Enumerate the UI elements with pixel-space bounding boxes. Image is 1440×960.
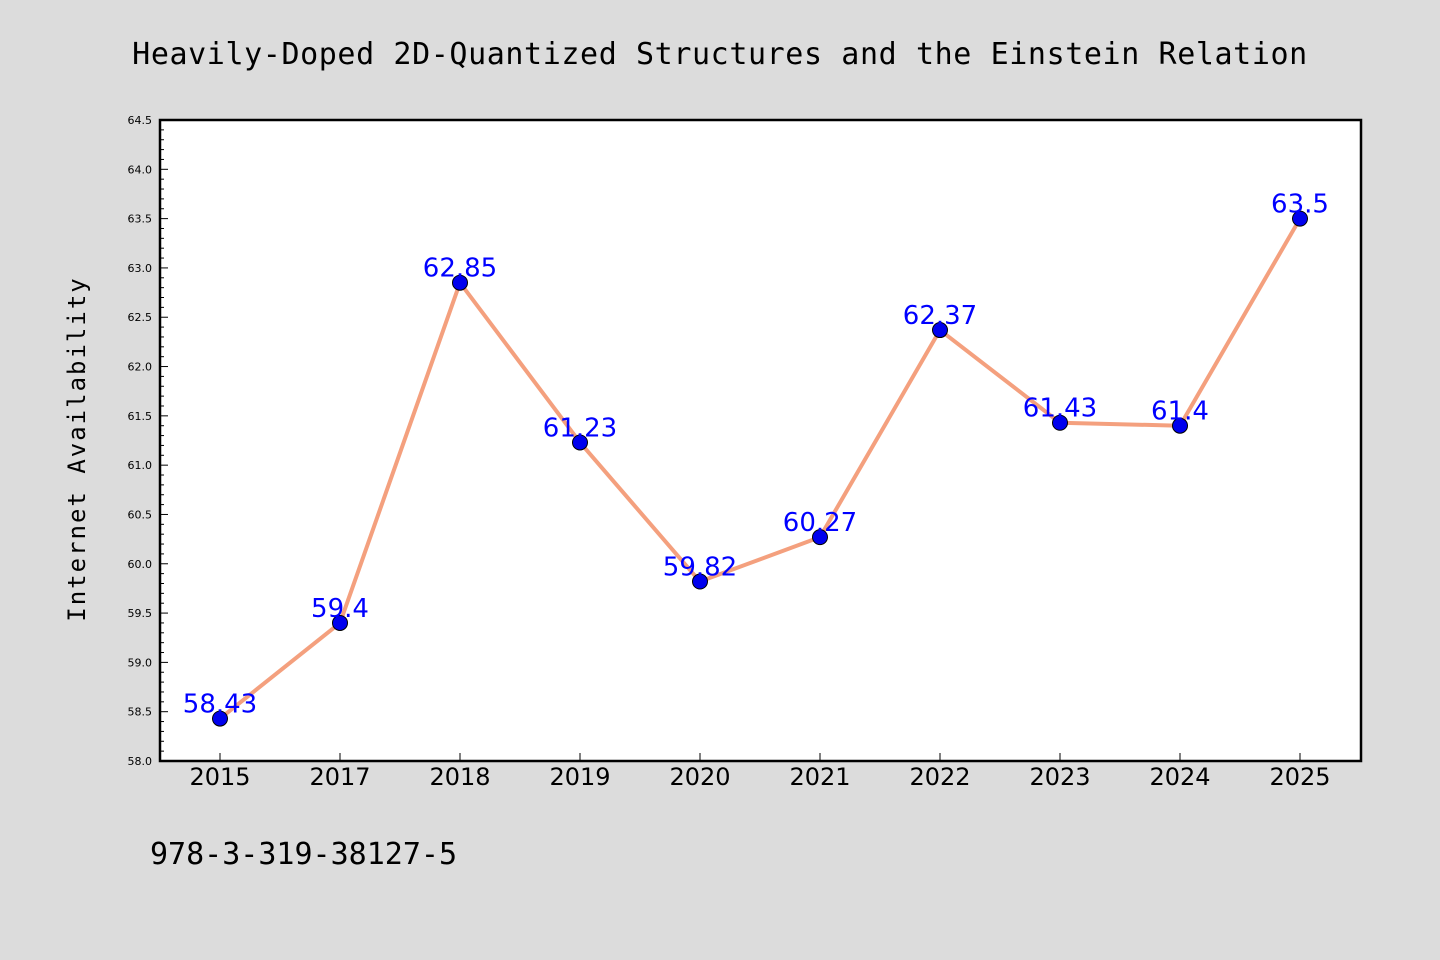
x-tick-label: 2020 — [669, 763, 730, 791]
y-tick-label: 64.0 — [128, 163, 153, 176]
y-axis-label: Internet Availability — [63, 276, 91, 621]
y-tick-label: 62.5 — [128, 311, 153, 324]
x-tick-label: 2022 — [909, 763, 970, 791]
x-tick-label: 2019 — [549, 763, 610, 791]
data-point-marker — [212, 710, 228, 727]
x-tick-label: 2017 — [309, 763, 370, 791]
x-tick-label: 2023 — [1029, 763, 1090, 791]
data-label: 59.4 — [311, 594, 369, 624]
x-tick-label: 2018 — [429, 763, 490, 791]
data-label: 61.43 — [1023, 394, 1097, 424]
data-labels: 58.43 59.4 62.85 61.23 59.82 60.27 62.37 61.43 6… — [183, 190, 1329, 720]
data-label: 62.37 — [903, 301, 977, 331]
x-tick-label: 2024 — [1149, 763, 1210, 791]
y-tick-label: 59.5 — [128, 607, 153, 620]
x-tick-label: 2025 — [1269, 763, 1330, 791]
chart-title: Heavily-Doped 2D-Quantized Structures an… — [132, 37, 1308, 72]
data-point-marker — [1052, 414, 1068, 431]
plot-frame — [158, 118, 1363, 763]
y-tick-label: 58.5 — [128, 706, 153, 719]
x-tick-label: 2021 — [789, 763, 850, 791]
data-label: 60.27 — [783, 508, 857, 538]
data-label: 61.4 — [1151, 397, 1209, 427]
data-label: 59.82 — [663, 553, 737, 583]
y-tick-label: 60.0 — [128, 558, 153, 571]
y-tick-label: 60.5 — [128, 508, 153, 521]
y-tick-label: 61.5 — [128, 410, 153, 423]
data-point-marker — [452, 274, 468, 291]
data-point-marker — [932, 322, 948, 339]
x-tick-label: 2015 — [189, 763, 250, 791]
y-tick-label: 62.0 — [128, 361, 153, 374]
data-point-marker — [1172, 417, 1188, 434]
data-point-marker — [692, 573, 708, 590]
data-label: 62.85 — [423, 254, 497, 284]
x-axis-ticks: 2015 2017 2018 2019 2020 2021 2022 2023 2024 2025 — [189, 753, 1331, 791]
y-axis-ticks: 58.0 58.5 59.0 59.5 60.0 60.5 61.0 61.5 62.0 62.5… — [128, 114, 168, 768]
y-tick-label: 63.5 — [128, 213, 153, 226]
y-tick-label: 59.0 — [128, 656, 153, 669]
y-tick-label: 58.0 — [128, 755, 153, 768]
data-label: 61.23 — [543, 413, 617, 443]
data-points — [212, 210, 1308, 727]
y-tick-label: 61.0 — [128, 459, 153, 472]
data-point-marker — [572, 434, 588, 451]
series-line — [218, 216, 1302, 721]
data-point-marker — [1292, 210, 1308, 227]
plot-area — [160, 120, 1361, 761]
data-label: 63.5 — [1271, 190, 1329, 220]
y-tick-label: 64.5 — [128, 114, 153, 127]
data-point-marker — [812, 529, 828, 546]
data-label: 58.43 — [183, 690, 257, 720]
data-point-marker — [332, 614, 348, 631]
y-tick-label: 63.0 — [128, 262, 153, 275]
footer-isbn: 978-3-319-38127-5 — [150, 837, 457, 872]
